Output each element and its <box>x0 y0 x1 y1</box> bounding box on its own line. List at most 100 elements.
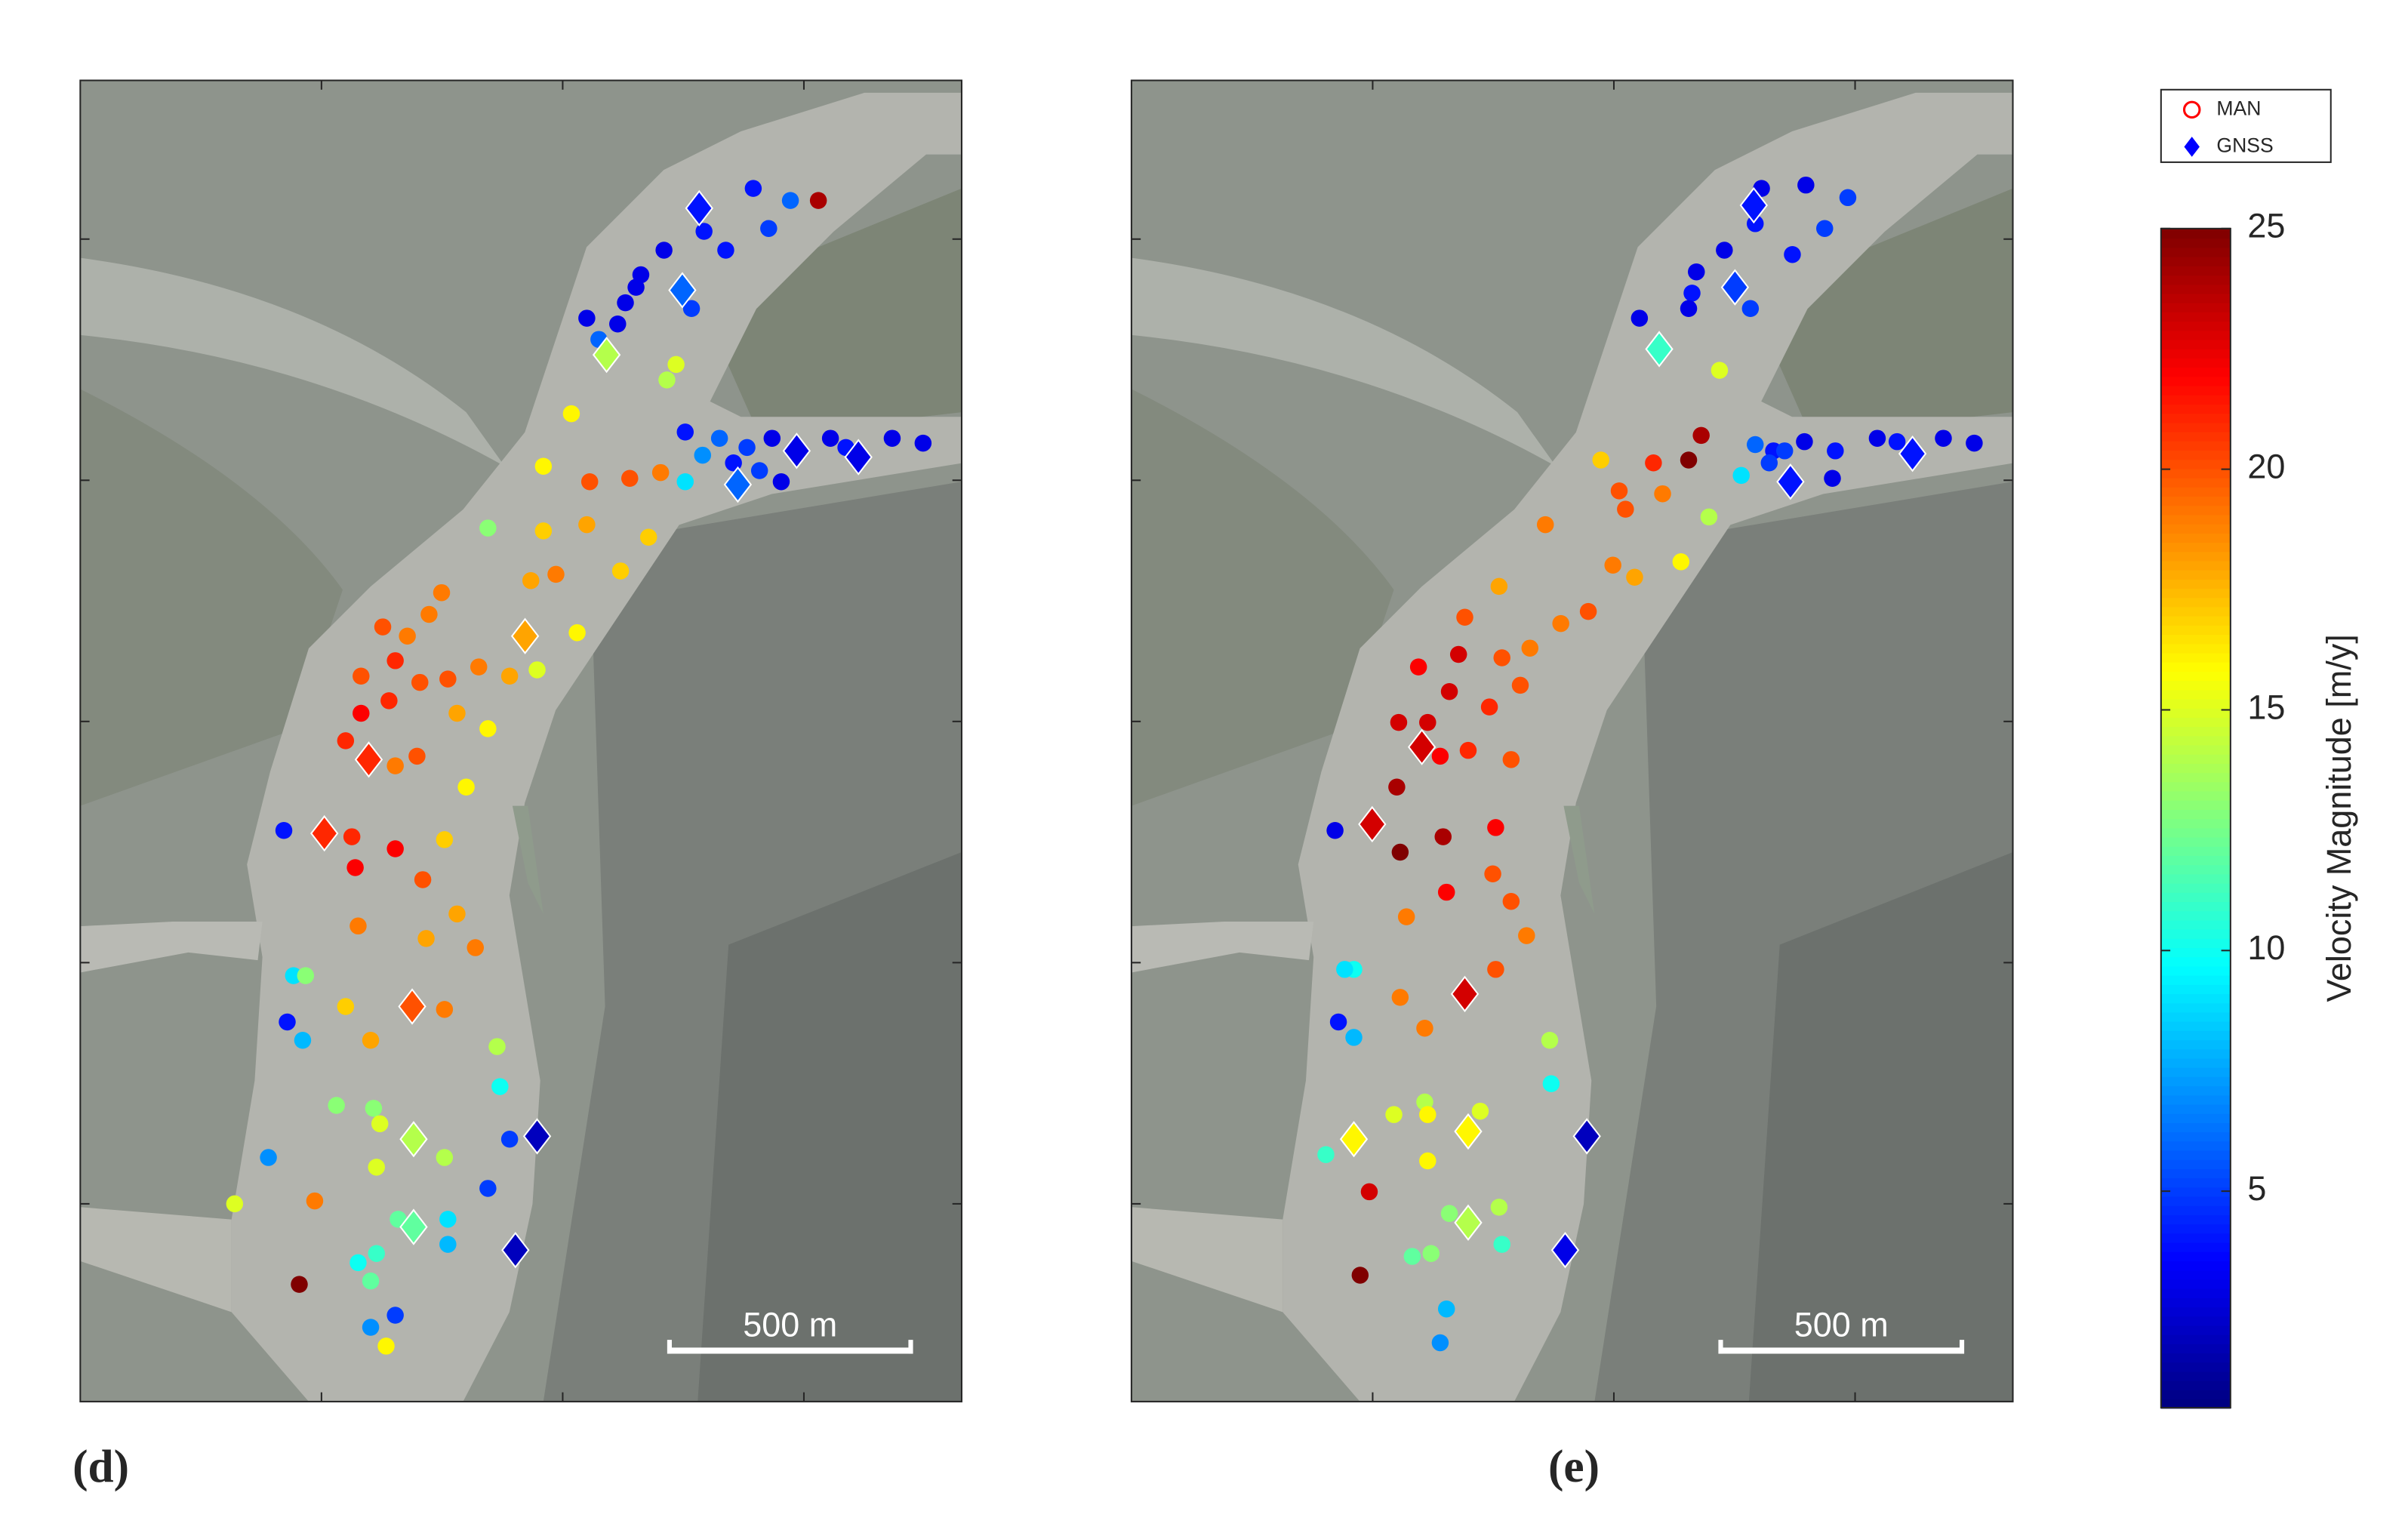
man-point <box>744 180 762 197</box>
man-point <box>667 356 685 374</box>
colorbar-swatch <box>2160 1113 2231 1123</box>
colorbar-swatch <box>2160 716 2231 728</box>
gnss-point <box>668 272 697 309</box>
man-point <box>682 300 701 318</box>
man-point <box>528 661 546 679</box>
colorbar-swatch <box>2160 799 2231 810</box>
man-point <box>1449 645 1467 663</box>
colorbar-swatch <box>2160 1251 2231 1262</box>
man-point <box>1521 639 1539 657</box>
man-point <box>1329 1013 1347 1031</box>
colorbar-swatch <box>2160 965 2231 976</box>
colorbar-swatch <box>2160 771 2231 783</box>
colorbar-swatch <box>2160 928 2231 939</box>
colorbar-swatch <box>2160 983 2231 995</box>
man-point <box>1431 747 1449 765</box>
colorbar-swatch <box>2160 873 2231 884</box>
colorbar-swatch <box>2160 836 2231 847</box>
scalebar-label: 500 m <box>1794 1306 1889 1344</box>
man-point <box>1610 482 1628 500</box>
man-point <box>411 673 429 691</box>
man-point <box>1760 454 1778 472</box>
man-point <box>439 1211 457 1228</box>
colorbar-swatch <box>2160 661 2231 672</box>
colorbar-swatch <box>2160 449 2231 460</box>
colorbar-swatch <box>2160 615 2231 626</box>
colorbar-swatch <box>2160 541 2231 553</box>
man-point <box>717 242 734 259</box>
colorbar-swatch <box>2160 652 2231 663</box>
man-point <box>710 429 728 447</box>
colorbar-swatch <box>2160 1030 2231 1041</box>
gnss-point <box>1407 728 1436 765</box>
man-point <box>457 778 475 796</box>
man-point <box>479 1180 497 1197</box>
colorbar-swatch <box>2160 486 2231 497</box>
colorbar-swatch <box>2160 1057 2231 1068</box>
man-point <box>676 472 694 491</box>
man-point <box>291 1276 308 1293</box>
man-point <box>914 434 932 452</box>
man-point <box>1827 442 1844 460</box>
man-point <box>1390 713 1408 731</box>
gnss-point <box>1339 1121 1369 1158</box>
colorbar-label: Velocity Magnitude [m/y] <box>2320 634 2358 1002</box>
man-point <box>1839 189 1857 207</box>
map-panel: 500 m <box>79 79 962 1402</box>
colorbar-swatch <box>2160 817 2231 829</box>
man-point <box>1511 676 1529 694</box>
man-point <box>547 565 565 583</box>
legend-marker <box>2184 137 2200 157</box>
colorbar-swatch <box>2160 1048 2231 1059</box>
man-point <box>386 840 404 857</box>
man-point <box>609 315 627 333</box>
man-point <box>1700 508 1718 526</box>
colorbar-swatch <box>2160 1177 2231 1188</box>
man-point <box>1459 741 1477 759</box>
colorbar-swatch <box>2160 247 2231 257</box>
man-point <box>226 1195 244 1213</box>
man-point <box>1440 682 1458 700</box>
gnss-point <box>1454 1113 1483 1150</box>
colorbar-swatch <box>2160 1223 2231 1234</box>
man-point <box>1680 300 1698 318</box>
map-frame <box>79 79 962 1402</box>
man-point <box>1536 516 1554 534</box>
man-point <box>371 1115 389 1133</box>
man-point <box>362 1272 380 1290</box>
colorbar-swatch <box>2160 937 2231 949</box>
colorbar-swatch <box>2160 587 2231 599</box>
colorbar-swatch <box>2160 762 2231 774</box>
man-point <box>414 871 432 888</box>
colorbar-swatch <box>2160 256 2231 266</box>
man-point <box>1604 556 1621 574</box>
man-point <box>1434 828 1452 845</box>
man-point <box>1471 1102 1489 1120</box>
colorbar-swatch <box>2160 1020 2231 1031</box>
panel-label: (e) <box>1548 1441 1600 1492</box>
colorbar-swatch <box>2160 1104 2231 1114</box>
gnss-point <box>510 617 540 654</box>
colorbar-swatch <box>2160 1316 2231 1326</box>
colorbar-swatch <box>2160 845 2231 857</box>
man-point <box>1966 434 1983 452</box>
man-point <box>1403 1248 1421 1265</box>
gnss-point <box>399 1208 428 1245</box>
colorbar-swatch <box>2160 1233 2231 1243</box>
man-point <box>1487 961 1504 978</box>
man-point <box>279 1013 296 1031</box>
man-point <box>337 998 355 1015</box>
man-point <box>781 192 799 209</box>
man-point <box>386 757 404 774</box>
colorbar-swatch <box>2160 753 2231 764</box>
man-point <box>676 423 694 441</box>
man-point <box>380 692 398 710</box>
man-point <box>621 469 639 487</box>
colorbar-swatch <box>2160 1242 2231 1252</box>
colorbar-swatch <box>2160 707 2231 718</box>
colorbar-swatch <box>2160 735 2231 746</box>
man-point <box>337 732 355 750</box>
man-point <box>470 658 488 676</box>
man-point <box>386 1307 404 1324</box>
